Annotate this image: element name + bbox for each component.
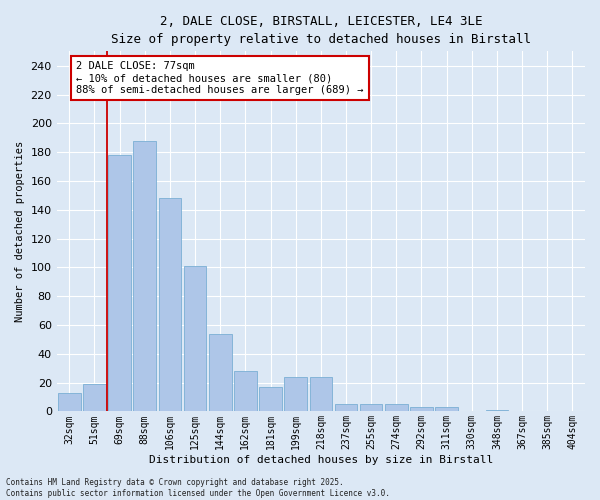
Bar xyxy=(385,404,407,411)
Bar xyxy=(284,377,307,412)
Y-axis label: Number of detached properties: Number of detached properties xyxy=(15,141,25,322)
X-axis label: Distribution of detached houses by size in Birstall: Distribution of detached houses by size … xyxy=(149,455,493,465)
Bar xyxy=(158,198,181,412)
Title: 2, DALE CLOSE, BIRSTALL, LEICESTER, LE4 3LE
Size of property relative to detache: 2, DALE CLOSE, BIRSTALL, LEICESTER, LE4 … xyxy=(111,15,531,46)
Bar xyxy=(310,377,332,412)
Bar xyxy=(58,392,80,411)
Bar xyxy=(485,410,508,412)
Bar xyxy=(209,334,232,411)
Bar xyxy=(133,140,156,411)
Bar xyxy=(410,407,433,412)
Bar xyxy=(234,371,257,412)
Bar xyxy=(83,384,106,411)
Bar xyxy=(335,404,358,411)
Bar xyxy=(108,155,131,411)
Text: Contains HM Land Registry data © Crown copyright and database right 2025.
Contai: Contains HM Land Registry data © Crown c… xyxy=(6,478,390,498)
Bar xyxy=(259,387,282,411)
Bar xyxy=(360,404,382,411)
Text: 2 DALE CLOSE: 77sqm
← 10% of detached houses are smaller (80)
88% of semi-detach: 2 DALE CLOSE: 77sqm ← 10% of detached ho… xyxy=(76,62,364,94)
Bar xyxy=(436,407,458,412)
Bar xyxy=(184,266,206,412)
